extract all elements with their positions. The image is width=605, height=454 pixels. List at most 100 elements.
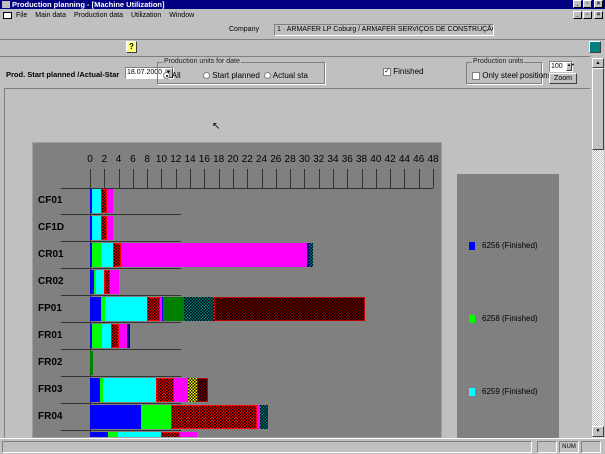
- x-tick-label: 34: [327, 154, 339, 165]
- bar-segment: [180, 432, 198, 437]
- x-tick-label: 20: [227, 154, 239, 165]
- x-gridline: [275, 169, 277, 188]
- only-steel-checkbox[interactable]: [472, 71, 480, 80]
- x-tick-label: 14: [184, 154, 196, 165]
- bar-segment: [101, 243, 113, 267]
- bar-segment: [196, 378, 208, 402]
- x-tick-label: 32: [313, 154, 325, 165]
- menu-bar: File Main data Production data Utilizati…: [0, 10, 605, 21]
- x-tick-label: 0: [87, 154, 93, 165]
- bar-segment: [91, 216, 101, 240]
- bar-segment: [307, 243, 309, 267]
- exit-door-icon[interactable]: [589, 41, 601, 53]
- menu-main-data[interactable]: Main data: [35, 12, 66, 19]
- legend-swatch: [469, 241, 475, 250]
- row-label: CR01: [38, 249, 64, 260]
- x-tick-label: 10: [155, 154, 168, 165]
- bar-segment: [90, 297, 101, 321]
- bar-segment: [92, 324, 103, 348]
- bar-segment: [161, 297, 164, 321]
- x-gridline: [118, 169, 120, 188]
- x-tick-label: 2: [101, 154, 108, 165]
- radio-all[interactable]: [163, 72, 170, 80]
- menu-production-data[interactable]: Production data: [73, 12, 123, 19]
- row-label: FR04: [38, 411, 63, 422]
- bar-segment: [100, 297, 105, 321]
- bar-segment: [161, 432, 181, 437]
- x-gridline: [433, 169, 434, 188]
- spinner-arrows-icon[interactable]: ▲▼: [566, 62, 575, 71]
- bar-segment: [108, 432, 119, 437]
- mouse-cursor-icon: ↖: [212, 121, 221, 132]
- bar-segment: [147, 297, 161, 321]
- x-gridline: [404, 169, 406, 188]
- scroll-thumb[interactable]: [592, 68, 604, 150]
- chart-legend: 6256 (Finished) 6258 (Finished) 6259 (Fini…: [457, 174, 559, 438]
- scroll-up-button[interactable]: ▲: [592, 58, 604, 68]
- bar-segment: [90, 243, 92, 267]
- date-value: 18.07.2000: [127, 69, 163, 76]
- bar-segment: [105, 297, 148, 321]
- row-separator: [61, 430, 181, 431]
- bar-segment: [90, 216, 92, 240]
- row-label: FR02: [38, 357, 63, 368]
- row-separator: [61, 376, 181, 377]
- maximize-button[interactable]: ▫: [583, 0, 592, 8]
- x-tick-label: 40: [370, 154, 382, 165]
- doc-close-button[interactable]: ×: [594, 11, 603, 19]
- x-gridline: [390, 169, 392, 188]
- doc-minimize-button[interactable]: _: [573, 11, 582, 19]
- bar-segment: [101, 189, 108, 213]
- row-separator: [61, 403, 181, 404]
- x-tick-label: 22: [241, 154, 253, 165]
- bar-segment: [102, 324, 111, 348]
- doc-maximize-button[interactable]: ▫: [583, 11, 592, 19]
- bar-segment: [174, 378, 188, 402]
- company-field[interactable]: 1 · ARMAFER LP Coburg / ARMAFER SERVIÇOS…: [274, 24, 494, 36]
- x-tick-label: 30: [298, 154, 310, 165]
- legend-label: 6258 (Finished): [482, 314, 538, 323]
- menu-file[interactable]: File: [16, 12, 28, 19]
- title-bar: Production planning - [Machine Utilizati…: [0, 0, 605, 9]
- x-gridline: [204, 169, 206, 188]
- bar-segment: [119, 324, 128, 348]
- document-icon: [3, 12, 12, 19]
- app-icon: [2, 1, 10, 8]
- x-gridline: [161, 169, 163, 188]
- row-label: FR03: [38, 384, 63, 395]
- minimize-button[interactable]: _: [573, 0, 582, 8]
- row-label: FR01: [38, 330, 63, 341]
- row-separator: [61, 349, 181, 350]
- bar-segment: [170, 405, 257, 429]
- x-tick-label: 24: [255, 154, 268, 165]
- bar-segment: [112, 243, 121, 267]
- bar-segment: [91, 189, 101, 213]
- x-tick-label: 18: [213, 154, 225, 165]
- units-for-date-group: Production units for date All Start plan…: [157, 58, 325, 84]
- close-button[interactable]: ×: [594, 0, 603, 8]
- x-tick-label: 38: [355, 154, 368, 165]
- finished-label: Finished: [393, 67, 424, 76]
- zoom-spinner[interactable]: 100 ▲▼: [549, 61, 575, 72]
- legend-swatch: [469, 387, 475, 396]
- finished-checkbox[interactable]: ✓: [383, 67, 391, 76]
- bar-segment: [163, 297, 184, 321]
- num-lock-indicator: NUM: [559, 441, 579, 453]
- bar-segment: [107, 189, 113, 213]
- radio-actual-start[interactable]: [264, 72, 271, 80]
- x-gridline: [290, 169, 292, 188]
- row-label: CF01: [38, 195, 63, 206]
- x-gridline: [347, 169, 349, 188]
- menu-window[interactable]: Window: [169, 12, 195, 19]
- bar-segment: [93, 270, 97, 294]
- row-separator: [61, 268, 181, 269]
- zoom-button[interactable]: Zoom: [549, 73, 577, 84]
- vertical-scrollbar[interactable]: ▲ ▼: [592, 58, 604, 438]
- scroll-down-button[interactable]: ▼: [592, 426, 604, 437]
- help-icon[interactable]: ?: [126, 41, 137, 53]
- row-separator: [61, 241, 181, 242]
- bar-segment: [90, 324, 93, 348]
- legend-label: 6256 (Finished): [482, 241, 538, 250]
- menu-utilization[interactable]: Utilization: [130, 12, 162, 19]
- radio-start-planned[interactable]: [203, 72, 210, 80]
